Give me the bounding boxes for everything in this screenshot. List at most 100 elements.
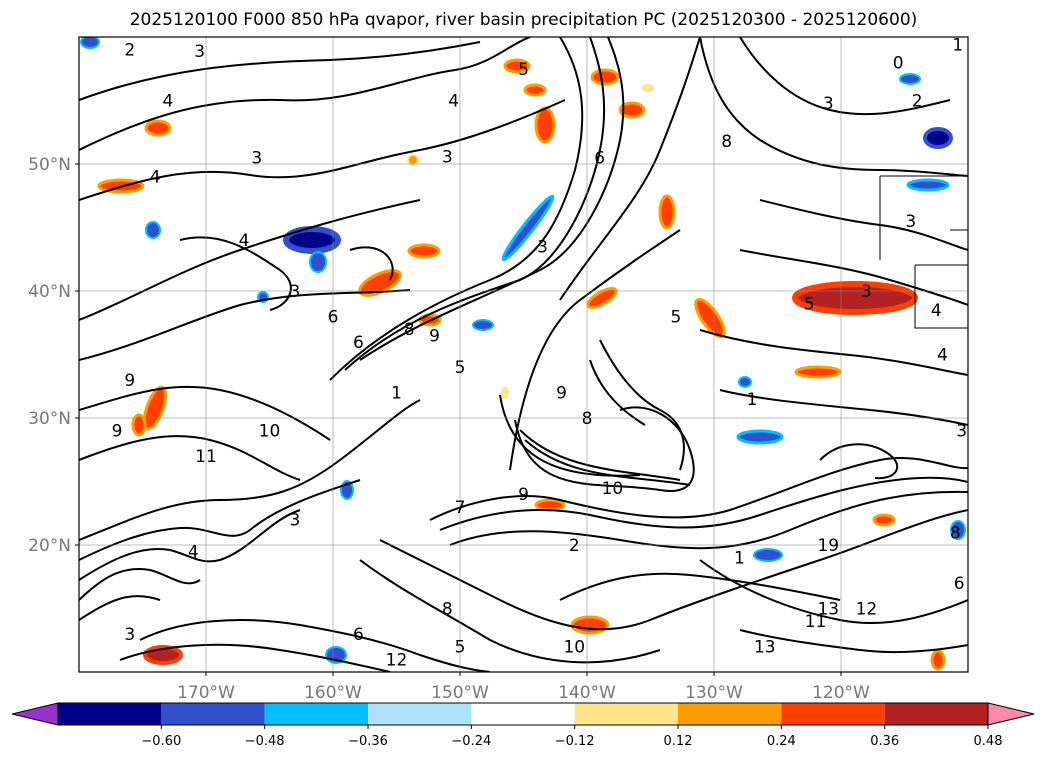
patch-orange xyxy=(590,68,620,86)
contour-label: 4 xyxy=(188,542,199,562)
contour-label: 10 xyxy=(259,422,281,442)
patch-orange xyxy=(131,413,147,437)
contour-label: 11 xyxy=(195,447,217,467)
patch-orange xyxy=(534,106,556,144)
colorbar-segment xyxy=(368,703,472,725)
patch-orange xyxy=(794,365,842,379)
contour-label: 9 xyxy=(112,422,123,442)
contour-label: 3 xyxy=(823,94,834,114)
contour-label: 4 xyxy=(448,92,459,112)
x-tick-label: 130°W xyxy=(685,683,743,703)
colorbar-tick-label: −0.36 xyxy=(348,734,388,749)
patch-blue xyxy=(753,548,783,562)
patch-orange xyxy=(144,119,172,137)
contour-label: 3 xyxy=(861,282,872,302)
colorbar-tick-label: 0.24 xyxy=(767,734,796,749)
contour-label: 9 xyxy=(556,384,567,404)
contour-label: 9 xyxy=(429,326,440,346)
patch-blue xyxy=(80,37,100,49)
patch-orange xyxy=(534,498,566,512)
contour-label: 4 xyxy=(937,346,948,366)
patch-orange xyxy=(407,243,441,259)
patch-yellow xyxy=(642,84,654,92)
contour-label: 2 xyxy=(124,41,135,61)
contour-label: 3 xyxy=(124,625,135,645)
patch-orange xyxy=(407,154,419,166)
colorbar-tick-label: −0.24 xyxy=(451,734,491,749)
patch-blue xyxy=(899,73,921,85)
contour-label: 8 xyxy=(442,600,453,620)
contour-label: 19 xyxy=(817,536,839,556)
contour-label: 6 xyxy=(353,625,364,645)
colorbar-tick-label: 0.48 xyxy=(974,734,1003,749)
contour-lines xyxy=(79,37,968,672)
patch-blue xyxy=(283,226,341,254)
colorbar-tick-label: −0.60 xyxy=(141,734,181,749)
gridlines xyxy=(79,37,968,672)
colorbar-segment xyxy=(574,703,678,725)
colorbar-tick-label: −0.48 xyxy=(245,734,285,749)
contour-label: 1 xyxy=(747,390,758,410)
patch-blue xyxy=(145,221,161,239)
contour-label: 3 xyxy=(537,238,548,258)
contour-label: 13 xyxy=(754,638,776,658)
contour-label: 2 xyxy=(569,536,580,556)
contour-label: 9 xyxy=(518,485,529,505)
x-tick-label: 150°W xyxy=(431,683,489,703)
contour-label: 10 xyxy=(563,638,585,658)
patch-yellow xyxy=(501,387,509,399)
contour-label: 4 xyxy=(150,168,161,188)
x-tick-label: 170°W xyxy=(177,683,235,703)
contour-label: 3 xyxy=(289,282,300,302)
x-tick-label: 120°W xyxy=(812,683,870,703)
contour-label: 4 xyxy=(239,231,250,251)
contour-label: 5 xyxy=(670,307,681,327)
contour-label: 9 xyxy=(124,371,135,391)
x-axis-ticks: 170°W 160°W 150°W 140°W 130°W 120°W xyxy=(177,672,870,703)
patch-blue xyxy=(950,520,966,540)
contour-label: 6 xyxy=(353,333,364,353)
y-tick-label: 30°N xyxy=(28,409,71,429)
patch-blue xyxy=(923,127,953,149)
y-tick-label: 20°N xyxy=(28,536,71,556)
colorbar-tick-label: −0.12 xyxy=(555,734,595,749)
chart-title: 2025120100 F000 850 hPa qvapor, river ba… xyxy=(129,10,918,30)
patch-orange xyxy=(586,286,618,310)
patch-orange xyxy=(930,649,946,671)
patch-orange xyxy=(658,194,676,230)
contour-label: 4 xyxy=(931,301,942,321)
contour-label: 6 xyxy=(328,307,339,327)
contour-label: 8 xyxy=(950,523,961,543)
colorbar-segment xyxy=(264,703,368,725)
contour-label: 10 xyxy=(602,479,624,499)
contour-label: 3 xyxy=(194,42,205,62)
contour-label: 3 xyxy=(956,422,967,442)
contour-label: 7 xyxy=(455,498,466,518)
patch-orange xyxy=(872,513,896,527)
contour-label: 4 xyxy=(162,92,173,112)
patch-orange xyxy=(570,615,610,635)
contour-label: 5 xyxy=(804,295,815,315)
patch-blue xyxy=(736,429,784,445)
colorbar-segment xyxy=(884,703,988,725)
colorbar-frame xyxy=(57,702,989,726)
colorbar-segment xyxy=(471,703,575,725)
colorbar-segment xyxy=(58,703,162,725)
patch-blue xyxy=(309,251,327,273)
y-axis-ticks: 20°N 30°N 40°N 50°N xyxy=(28,155,79,556)
patch-blue xyxy=(906,178,950,192)
colorbar-extend-low xyxy=(11,702,59,726)
patch-orange xyxy=(618,101,646,119)
contour-label: 13 xyxy=(817,600,839,620)
colorbar-segment xyxy=(781,703,885,725)
contour-label: 5 xyxy=(518,60,529,80)
contour-label: 12 xyxy=(386,650,408,670)
x-tick-label: 140°W xyxy=(558,683,616,703)
contour-label: 0 xyxy=(893,53,904,73)
contour-label: 8 xyxy=(721,132,732,152)
patch-orange xyxy=(503,58,531,74)
y-tick-label: 50°N xyxy=(28,155,71,175)
contour-label: 3 xyxy=(905,212,916,232)
